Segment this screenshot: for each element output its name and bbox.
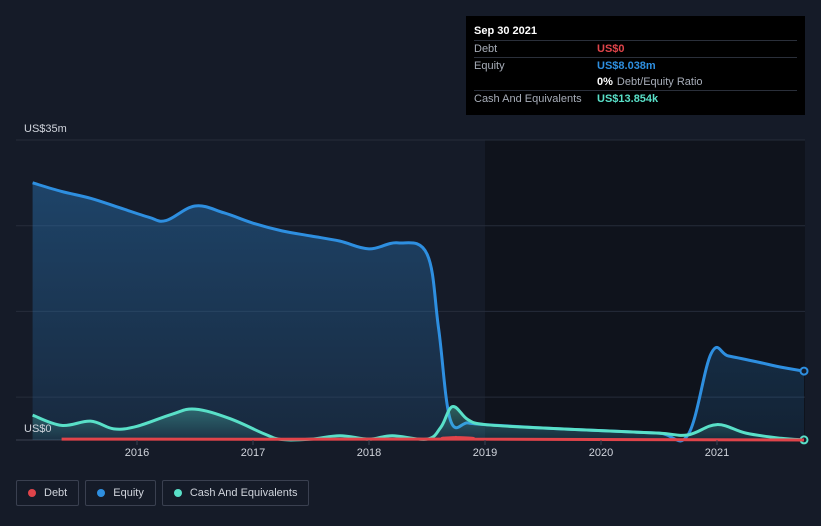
legend-item-debt[interactable]: Debt — [16, 480, 80, 506]
tooltip-debt-row: Debt US$0 — [474, 40, 797, 57]
x-tick-label: 2020 — [589, 447, 613, 459]
legend-dot-cash — [173, 489, 182, 497]
legend-item-equity[interactable]: Equity — [85, 480, 156, 506]
equity-line — [32, 181, 805, 443]
tooltip-debt-label: Debt — [474, 43, 498, 55]
tooltip-ratio-spacer — [474, 74, 597, 90]
equity-area — [32, 182, 805, 441]
legend-dot-equity — [97, 489, 106, 497]
y-axis-top-label: US$35m — [24, 123, 67, 135]
tooltip-date: Sep 30 2021 — [474, 25, 537, 37]
x-tick-label: 2017 — [241, 447, 265, 459]
debt-line — [61, 435, 805, 442]
x-tick-label: 2021 — [705, 447, 729, 459]
tooltip-cash-value: US$13.854k — [597, 93, 659, 105]
legend-dot-debt — [28, 489, 36, 497]
tooltip-equity-row: Equity US$8.038m — [474, 57, 797, 74]
cash-and-equivalents-line — [32, 405, 805, 442]
tooltip-ratio-label: Debt/Equity Ratio — [616, 76, 703, 88]
tooltip-cash-row: Cash And Equivalents US$13.854k — [474, 90, 797, 107]
x-tick-label: 2016 — [125, 447, 149, 459]
tooltip-ratio-value: 0% — [597, 76, 613, 88]
tooltip-debt-value: US$0 — [597, 43, 625, 55]
tooltip-panel: Sep 30 2021 Debt US$0 Equity US$8.038m 0… — [466, 16, 805, 115]
tooltip-equity-label: Equity — [474, 60, 505, 72]
tooltip-cash-label: Cash And Equivalents — [474, 93, 582, 105]
x-axis-ticks: 2016 2017 2018 2019 2020 2021 — [125, 440, 729, 459]
legend-label-debt: Debt — [44, 487, 68, 499]
tooltip-ratio-row: 0% Debt/Equity Ratio — [474, 74, 797, 90]
x-tick-label: 2018 — [357, 447, 381, 459]
legend-item-cash[interactable]: Cash And Equivalents — [161, 480, 310, 506]
tooltip-equity-value: US$8.038m — [597, 60, 656, 72]
series-layer — [32, 181, 809, 445]
x-tick-label: 2019 — [473, 447, 497, 459]
chart-legend: Debt Equity Cash And Equivalents — [16, 480, 310, 506]
equity-end-marker — [799, 366, 809, 376]
y-axis-bottom-label: US$0 — [24, 423, 52, 435]
legend-label-cash: Cash And Equivalents — [189, 487, 298, 499]
legend-label-equity: Equity — [113, 487, 144, 499]
